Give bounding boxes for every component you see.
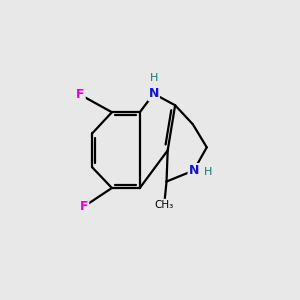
- Text: N: N: [148, 87, 159, 100]
- Text: F: F: [76, 88, 85, 101]
- Text: H: H: [204, 167, 212, 177]
- Text: N: N: [189, 164, 199, 177]
- Text: F: F: [80, 200, 88, 213]
- Text: CH₃: CH₃: [154, 200, 174, 210]
- Text: H: H: [150, 73, 158, 83]
